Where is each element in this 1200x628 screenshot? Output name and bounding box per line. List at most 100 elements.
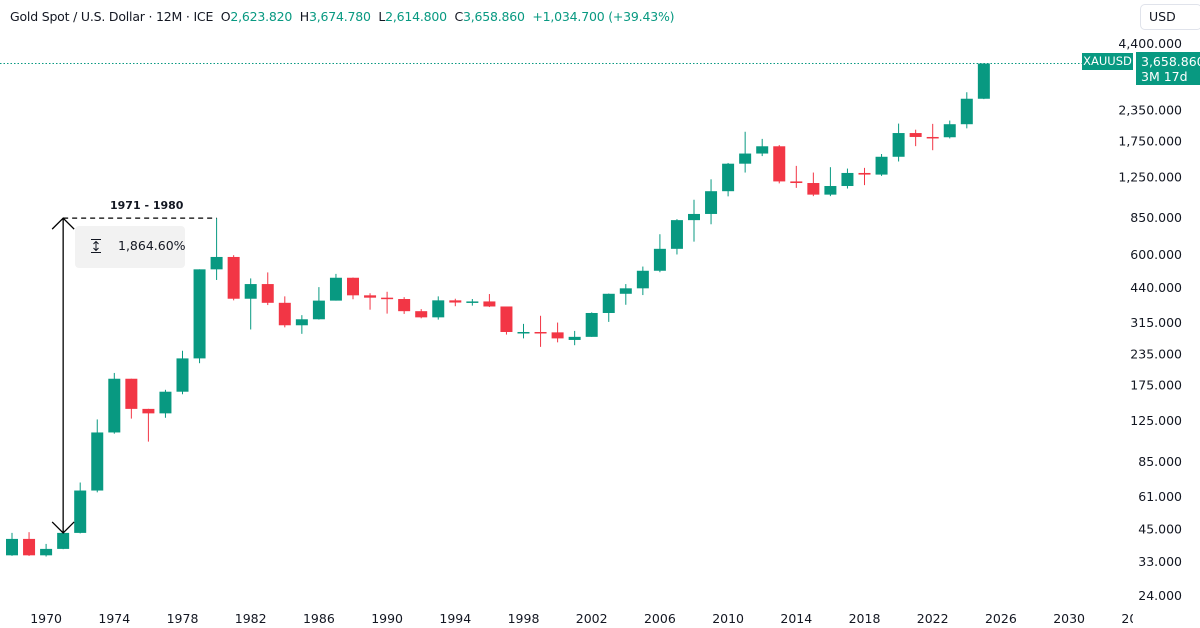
candle-1981 [227,255,240,301]
symbol-description: Gold Spot / U.S. Dollar · 12M · ICE [10,9,214,24]
candle-2001 [568,330,581,346]
candle-1998 [517,323,530,339]
candle-2018 [858,167,871,186]
candle-1975 [125,378,138,419]
candle-body [108,378,121,433]
candle-2015 [807,172,820,197]
x-axis-tick-label: 2002 [575,611,608,626]
candle-2003 [602,293,615,322]
y-axis-tick-label: 175.000 [1130,377,1182,392]
y-axis-tick-label: 4,400.000 [1118,36,1182,51]
measure-percent: 1,864.60% [118,238,186,253]
candle-body [773,146,786,182]
candle-2010 [722,162,735,197]
x-axis-tick-label: 2034 [1121,611,1133,626]
candle-1999 [534,315,547,347]
x-axis-tick-label: 2030 [1053,611,1085,626]
candle-body [381,297,394,300]
candle-1989 [364,293,377,310]
candle-2024 [960,92,973,129]
candle-1979 [193,269,206,364]
candle-body [977,63,990,99]
candle-1994 [449,298,462,307]
close-label: C [454,9,463,24]
candle-1972 [74,482,87,534]
candle-1986 [312,287,325,320]
candle-body [347,277,359,296]
candle-body [227,256,240,299]
candle-body [6,538,18,556]
x-axis-tick-label: 2014 [780,611,813,626]
candle-body [398,299,411,312]
candle-2020 [892,123,905,162]
candle-1995 [466,299,479,306]
candle-1996 [483,294,496,308]
candle-2009 [705,179,718,225]
candle-1987 [329,273,342,301]
currency-button[interactable]: USD [1140,4,1200,30]
candle-body [210,256,223,270]
candle-2005 [636,266,649,296]
open-value: 2,623.820 [230,9,293,24]
candle-body [653,248,666,271]
candle-body [909,133,922,137]
candle-1980 [210,218,223,280]
x-axis-tick-label: 1970 [30,611,62,626]
candle-2000 [551,322,564,343]
candle-body [892,133,905,157]
candle-body [74,490,87,533]
close-value: 3,658.860 [462,9,525,24]
y-axis-tick-label: 1,250.000 [1118,169,1182,184]
candle-body [841,172,854,187]
candle-1985 [295,315,308,334]
measure-info-box[interactable]: 1,864.60% [75,226,186,268]
candle-body [722,163,735,192]
candle-body [875,156,888,175]
candle-body [449,300,462,303]
measure-range-label: 1971 - 1980 [110,199,184,212]
candle-2019 [875,154,888,176]
candle-2017 [841,168,854,189]
candle-1977 [159,389,172,418]
change-value: +1,034.700 (+39.43%) [532,9,675,24]
y-axis-tick-label: 45.000 [1138,521,1182,536]
candle-body [364,295,377,298]
low-value: 2,614.800 [385,9,447,24]
candle-body [824,186,837,195]
candle-2022 [926,123,939,151]
last-price-label: 3,658.860 3M 17d [1136,52,1200,85]
candle-body [91,432,104,491]
y-axis-tick-label: 85.000 [1138,454,1182,469]
candle-2012 [756,138,769,157]
candle-2011 [739,131,752,173]
candle-body [619,288,632,294]
candle-2007 [670,219,683,255]
time-axis[interactable]: 1970 1974 1978 1982 1986 1990 1994 1998 2002 2006… [0,610,1133,628]
candle-2023 [943,120,956,139]
candle-body [483,301,496,307]
candle-body [159,391,172,414]
candle-1984 [278,296,291,328]
candle-body [125,378,138,409]
candle-body [244,284,257,299]
y-axis-tick-label: 125.000 [1130,413,1182,428]
candle-body [432,300,445,318]
candle-body [57,532,70,549]
y-axis-tick-label: 315.000 [1130,315,1182,330]
candle-1992 [415,309,428,319]
candle-2021 [909,129,922,147]
candle-body [534,331,547,334]
x-axis-tick-label: 2018 [848,611,881,626]
candle-1982 [244,278,257,330]
candle-1993 [432,296,445,320]
candle-2013 [773,145,786,184]
candle-1997 [500,306,513,335]
x-axis-tick-label: 1990 [371,611,403,626]
candle-body [739,153,752,164]
candle-body [670,220,683,249]
candle-body [517,331,530,334]
candle-1973 [91,419,104,493]
candle-body [636,270,649,289]
candle-body [415,311,428,318]
